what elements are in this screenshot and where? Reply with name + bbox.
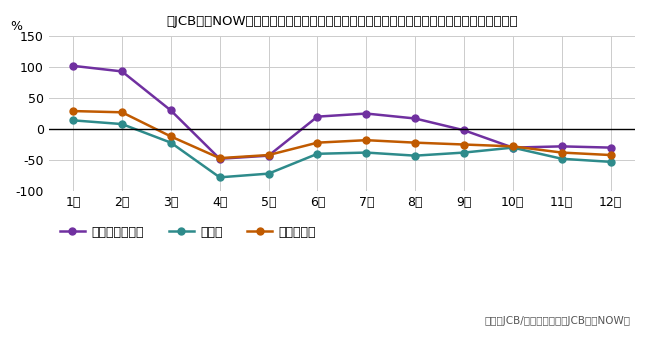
ファミレス bbox=[70, 109, 77, 113]
居酒屋 bbox=[313, 152, 321, 156]
ファミレス bbox=[265, 153, 272, 157]
喫茶店・カフェ bbox=[411, 117, 419, 121]
居酒屋 bbox=[70, 118, 77, 122]
喫茶店・カフェ bbox=[558, 144, 566, 148]
喫茶店・カフェ bbox=[606, 146, 614, 150]
居酒屋 bbox=[118, 122, 126, 126]
喫茶店・カフェ bbox=[313, 115, 321, 119]
Line: 居酒屋: 居酒屋 bbox=[70, 117, 614, 181]
Line: ファミレス: ファミレス bbox=[70, 107, 614, 162]
ファミレス bbox=[558, 151, 566, 155]
ファミレス bbox=[118, 110, 126, 114]
喫茶店・カフェ bbox=[216, 157, 224, 161]
居酒屋 bbox=[411, 154, 419, 158]
喫茶店・カフェ bbox=[363, 112, 370, 116]
喫茶店・カフェ bbox=[118, 69, 126, 73]
居酒屋 bbox=[606, 160, 614, 164]
ファミレス bbox=[363, 138, 370, 142]
居酒屋 bbox=[363, 151, 370, 155]
居酒屋 bbox=[460, 151, 468, 155]
ファミレス bbox=[411, 141, 419, 145]
Y-axis label: %: % bbox=[10, 20, 23, 33]
喫茶店・カフェ bbox=[70, 64, 77, 68]
ファミレス bbox=[606, 153, 614, 157]
ファミレス bbox=[167, 134, 175, 138]
居酒屋 bbox=[167, 141, 175, 145]
ファミレス bbox=[313, 141, 321, 145]
ファミレス bbox=[460, 142, 468, 147]
Title: 「JCB消費NOW」サービス：「喫茶店・カフェ」「居酒屋」「ファミレス」指数（前年比）: 「JCB消費NOW」サービス：「喫茶店・カフェ」「居酒屋」「ファミレス」指数（前… bbox=[166, 15, 517, 28]
喫茶店・カフェ bbox=[167, 108, 175, 113]
居酒屋 bbox=[509, 146, 517, 150]
Text: 出所：JCB/ナウキャスト『JCB消費NOW』: 出所：JCB/ナウキャスト『JCB消費NOW』 bbox=[484, 317, 630, 326]
居酒屋 bbox=[265, 172, 272, 176]
喫茶店・カフェ bbox=[265, 154, 272, 158]
喫茶店・カフェ bbox=[509, 146, 517, 150]
Line: 喫茶店・カフェ: 喫茶店・カフェ bbox=[70, 62, 614, 162]
Legend: 喫茶店・カフェ, 居酒屋, ファミレス: 喫茶店・カフェ, 居酒屋, ファミレス bbox=[55, 221, 321, 243]
喫茶店・カフェ bbox=[460, 128, 468, 132]
居酒屋 bbox=[216, 175, 224, 180]
ファミレス bbox=[216, 156, 224, 160]
ファミレス bbox=[509, 144, 517, 148]
居酒屋 bbox=[558, 157, 566, 161]
